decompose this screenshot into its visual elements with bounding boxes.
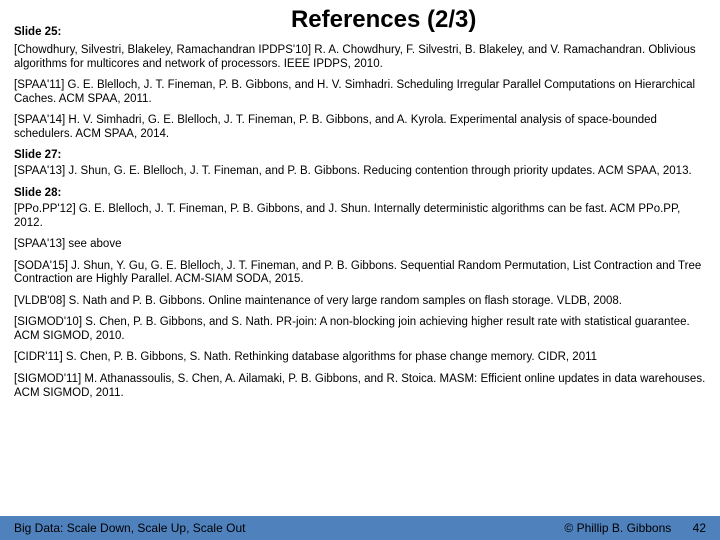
section-label-slide28: Slide 28: [14,187,706,199]
reference-item: [SODA'15] J. Shun, Y. Gu, G. E. Blelloch… [14,260,706,287]
footer-right-text: © Phillip B. Gibbons 42 [564,521,706,535]
section-label-slide25: Slide 25: [14,26,61,40]
footer-copyright: © Phillip B. Gibbons [564,521,671,535]
reference-item: [SPAA'14] H. V. Simhadri, G. E. Blelloch… [14,114,706,141]
reference-item: [SIGMOD'10] S. Chen, P. B. Gibbons, and … [14,316,706,343]
reference-item: [SPAA'13] J. Shun, G. E. Blelloch, J. T.… [14,165,706,179]
slide-body: Slide 25: References (2/3) [Chowdhury, S… [0,0,720,540]
reference-item: [VLDB'08] S. Nath and P. B. Gibbons. Onl… [14,295,706,309]
reference-item: [CIDR'11] S. Chen, P. B. Gibbons, S. Nat… [14,351,706,365]
page-title: References (2/3) [61,6,706,34]
reference-item: [SIGMOD'11] M. Athanassoulis, S. Chen, A… [14,373,706,400]
section-label-slide27: Slide 27: [14,149,706,161]
title-row: Slide 25: References (2/3) [14,6,706,40]
reference-item: [Chowdhury, Silvestri, Blakeley, Ramacha… [14,44,706,71]
reference-item: [SPAA'13] see above [14,238,706,252]
footer-page-number: 42 [693,521,706,535]
reference-item: [SPAA'11] G. E. Blelloch, J. T. Fineman,… [14,79,706,106]
reference-item: [PPo.PP'12] G. E. Blelloch, J. T. Finema… [14,203,706,230]
footer-left-text: Big Data: Scale Down, Scale Up, Scale Ou… [14,521,245,535]
footer-bar: Big Data: Scale Down, Scale Up, Scale Ou… [0,516,720,540]
